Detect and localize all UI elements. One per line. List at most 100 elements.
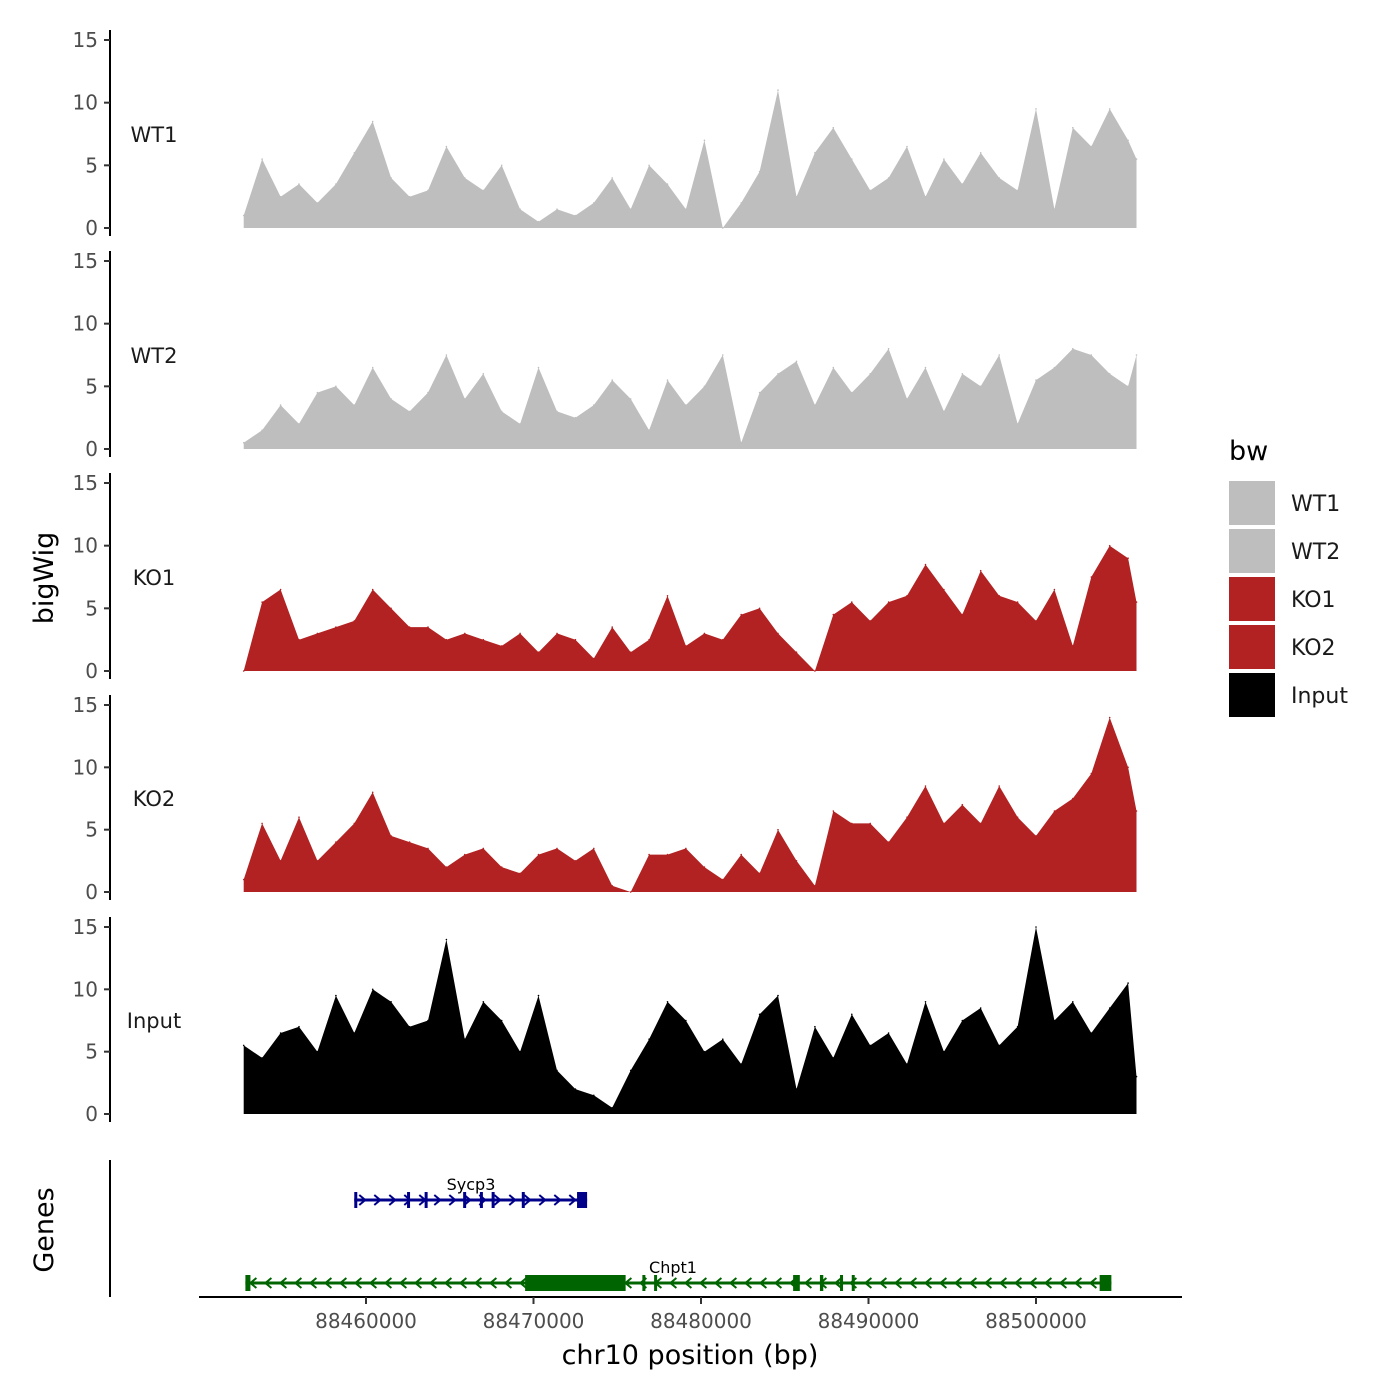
data-point-ko2 [685,847,687,850]
data-point-ko1 [316,632,319,635]
strand-arrow [938,1277,948,1289]
data-point-ko1 [537,651,540,653]
y-tick-label: 5 [85,374,98,398]
track-wt2: 0 5 10 15 WT2 [73,249,1138,461]
data-point-ko2 [574,860,577,862]
strand-arrow [263,1277,273,1289]
data-point-wt2 [869,373,871,375]
data-point-wt1 [371,120,374,123]
data-point-ko1 [629,651,632,653]
data-point-ko2 [1053,810,1056,812]
data-point-ko1 [814,670,816,672]
strand-arrow [443,1277,453,1289]
data-point-input [924,1001,927,1003]
data-point-wt2 [1135,354,1138,356]
y-tick-label: 15 [73,471,98,495]
data-point-ko2 [648,853,650,856]
data-point-ko2 [906,816,908,818]
data-point-wt2 [906,398,908,400]
data-point-wt1 [666,183,669,185]
data-point-wt1 [445,145,448,148]
strand-arrow [403,1194,412,1206]
data-point-input [851,1013,853,1016]
strand-arrow [773,1277,783,1289]
y-tick-label: 15 [73,28,98,52]
exon [479,1192,483,1208]
y-tick-label: 5 [85,1040,98,1064]
data-point-ko1 [261,601,263,603]
data-point-ko2 [832,810,835,812]
track-label-wt1: WT1 [131,123,178,147]
strand-arrow [338,1277,348,1289]
data-point-ko1 [795,651,798,653]
y-tick-label: 10 [73,534,98,558]
data-point-ko1 [242,670,245,672]
strand-arrow [698,1277,708,1289]
data-point-wt1 [574,214,577,217]
strand-arrow [448,1194,457,1206]
data-point-ko2 [390,835,392,837]
data-point-wt2 [758,391,761,394]
data-point-input [464,1038,466,1040]
area-ko2 [243,717,1137,892]
data-point-wt2 [519,423,521,425]
data-point-ko1 [445,638,448,641]
data-point-input [390,1001,392,1003]
data-point-wt1 [924,195,927,198]
strand-arrow [353,1277,363,1289]
data-point-ko1 [298,638,300,641]
strand-arrow [278,1277,288,1289]
strand-arrow [368,1277,378,1289]
y-tick-label: 15 [73,915,98,939]
data-point-ko1 [887,601,890,603]
data-point-wt1 [1127,139,1129,142]
data-point-wt1 [795,195,798,198]
data-point-ko1 [943,588,945,591]
data-point-wt1 [703,139,706,142]
data-point-ko2 [740,853,742,856]
data-point-wt2 [685,404,687,406]
data-point-input [408,1025,411,1028]
y-tick-label: 10 [73,755,98,779]
data-point-input [482,1001,485,1003]
track-label-ko1: KO1 [133,566,176,590]
legend-label-ko2: KO2 [1291,636,1336,661]
y-tick-label: 0 [85,216,98,240]
x-tick-label: 88500000 [985,1309,1087,1333]
data-point-wt1 [519,208,521,210]
data-point-wt1 [408,195,411,198]
y-tick-label: 0 [85,437,98,461]
data-point-wt2 [1108,373,1111,375]
data-point-ko2 [979,822,982,825]
data-point-ko1 [740,613,742,616]
strand-arrow [728,1277,738,1289]
data-point-wt1 [814,152,816,154]
track-label-wt2: WT2 [131,344,178,368]
strand-arrow [358,1194,367,1206]
data-point-input [593,1094,595,1097]
strand-arrow [1013,1277,1023,1289]
data-point-wt1 [464,177,466,179]
data-point-wt2 [648,429,650,432]
data-point-ko1 [427,626,429,628]
data-point-wt1 [758,170,761,173]
data-point-wt2 [593,404,595,406]
data-point-wt2 [795,360,798,363]
exon [654,1275,658,1291]
area-wt2 [243,348,1137,449]
strand-arrow [383,1277,393,1289]
data-point-wt1 [1135,158,1138,160]
data-point-wt1 [500,164,503,167]
data-point-wt1 [556,208,558,210]
y-tick-label: 15 [73,249,98,273]
strand-arrow [923,1277,933,1289]
x-axis-title: chr10 position (bp) [562,1340,819,1371]
data-point-ko1 [832,613,835,616]
strand-arrow [863,1277,873,1289]
strand-arrow [433,1194,442,1206]
data-point-ko1 [703,632,706,635]
exon [354,1192,358,1208]
gene-sycp3: Sycp3 [354,1175,588,1208]
data-point-ko1 [979,569,982,572]
data-point-ko1 [482,638,485,641]
